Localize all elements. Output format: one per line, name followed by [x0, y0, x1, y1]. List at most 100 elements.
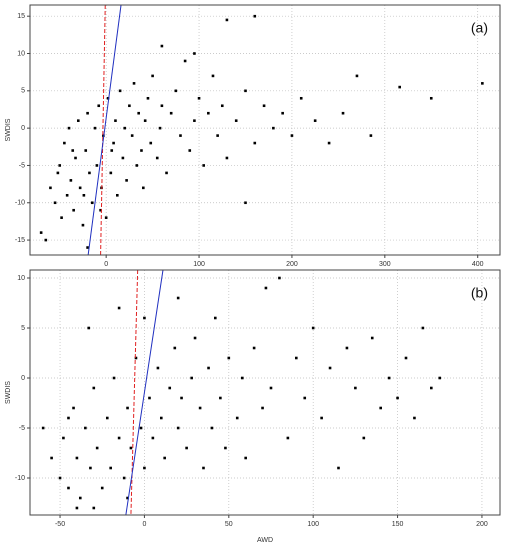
point: [193, 336, 197, 340]
point: [379, 406, 382, 410]
point: [60, 216, 63, 219]
point: [77, 119, 80, 122]
y-tick-label: -15: [15, 237, 25, 244]
point: [143, 119, 147, 122]
point: [413, 416, 416, 420]
point: [210, 426, 214, 430]
point: [160, 104, 164, 108]
point: [220, 104, 224, 108]
point: [185, 446, 188, 450]
point: [81, 223, 85, 227]
point: [198, 406, 202, 410]
point: [328, 366, 332, 370]
point: [262, 104, 266, 108]
point: [213, 316, 217, 320]
point: [295, 356, 298, 360]
point: [355, 74, 359, 78]
plot-border: [29, 269, 501, 516]
y-tick-label: 10: [17, 50, 25, 57]
point: [272, 126, 275, 130]
point: [134, 356, 138, 360]
y-axis-title: SWDIS: [5, 381, 12, 404]
point: [50, 456, 53, 460]
point: [135, 164, 139, 167]
point: [142, 186, 145, 190]
point: [112, 141, 115, 145]
point: [303, 396, 307, 400]
point: [207, 366, 210, 370]
point: [56, 171, 60, 175]
x-tick-label: 0: [142, 521, 146, 528]
point: [216, 134, 219, 137]
x-tick-label: 100: [307, 521, 319, 528]
point: [481, 82, 484, 85]
point: [421, 326, 425, 330]
point: [281, 111, 284, 115]
x-tick-label: 50: [225, 521, 233, 528]
point: [225, 18, 229, 22]
plot-border: [29, 4, 501, 256]
point: [244, 456, 247, 460]
y-tick-label: 5: [21, 325, 25, 332]
point: [429, 96, 433, 100]
x-tick-label: 0: [104, 261, 108, 268]
point: [95, 446, 99, 450]
reference-line: [125, 269, 164, 516]
point: [104, 216, 108, 219]
point: [286, 436, 290, 440]
point: [75, 506, 79, 510]
point: [179, 134, 182, 137]
x-axis-title: AWD: [257, 537, 273, 544]
point: [396, 396, 399, 400]
y-tick-label: -10: [15, 475, 25, 482]
point: [72, 208, 75, 212]
x-tick-label: 300: [379, 261, 391, 268]
point: [78, 186, 82, 190]
point: [252, 346, 256, 350]
point: [126, 496, 129, 500]
point: [95, 164, 99, 167]
point: [41, 426, 45, 430]
point: [106, 96, 110, 100]
point: [149, 141, 153, 145]
point: [159, 416, 163, 420]
point: [65, 193, 69, 197]
point: [90, 201, 94, 205]
point: [398, 85, 401, 89]
point: [370, 336, 374, 340]
x-tick-label: 200: [286, 261, 298, 268]
point: [143, 316, 146, 320]
point: [109, 171, 113, 175]
point: [165, 171, 168, 175]
point: [320, 416, 323, 420]
point: [438, 376, 442, 380]
point: [311, 326, 315, 330]
y-tick-label: -5: [19, 162, 25, 169]
point: [235, 416, 239, 420]
point: [92, 506, 96, 510]
point: [109, 466, 112, 470]
point: [62, 436, 65, 440]
point: [244, 201, 247, 205]
point: [193, 119, 196, 122]
point: [69, 179, 73, 182]
point: [176, 296, 180, 300]
point: [97, 104, 101, 108]
point: [278, 276, 281, 280]
point: [92, 386, 96, 390]
point: [110, 149, 114, 152]
point: [202, 466, 205, 470]
point: [227, 356, 231, 360]
point: [143, 466, 146, 470]
point: [123, 126, 127, 130]
point: [345, 346, 349, 350]
point: [116, 193, 119, 197]
y-axis-title: SWDIS: [5, 118, 12, 141]
point: [197, 96, 201, 100]
point: [369, 134, 373, 137]
point: [169, 111, 173, 115]
y-tick-label: 0: [21, 375, 25, 382]
point: [82, 193, 86, 197]
point: [130, 134, 134, 137]
point: [117, 436, 121, 440]
